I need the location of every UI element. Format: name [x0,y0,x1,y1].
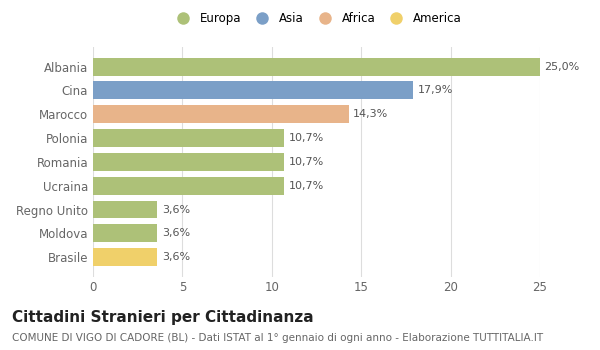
Text: 25,0%: 25,0% [544,62,580,72]
Text: 3,6%: 3,6% [162,228,190,238]
Text: 3,6%: 3,6% [162,204,190,215]
Text: 10,7%: 10,7% [289,181,324,191]
Bar [93,82,413,99]
Bar [93,105,349,123]
Bar [93,224,157,242]
Bar [93,153,284,171]
Text: 14,3%: 14,3% [353,109,388,119]
Text: 17,9%: 17,9% [418,85,453,96]
Text: 10,7%: 10,7% [289,157,324,167]
Text: COMUNE DI VIGO DI CADORE (BL) - Dati ISTAT al 1° gennaio di ogni anno - Elaboraz: COMUNE DI VIGO DI CADORE (BL) - Dati IST… [12,333,543,343]
Legend: Europa, Asia, Africa, America: Europa, Asia, Africa, America [167,7,466,30]
Bar [93,201,157,218]
Bar [93,129,284,147]
Text: 3,6%: 3,6% [162,252,190,262]
Text: Cittadini Stranieri per Cittadinanza: Cittadini Stranieri per Cittadinanza [12,310,314,325]
Bar [93,248,157,266]
Bar [93,58,540,76]
Bar [93,177,284,195]
Text: 10,7%: 10,7% [289,133,324,143]
